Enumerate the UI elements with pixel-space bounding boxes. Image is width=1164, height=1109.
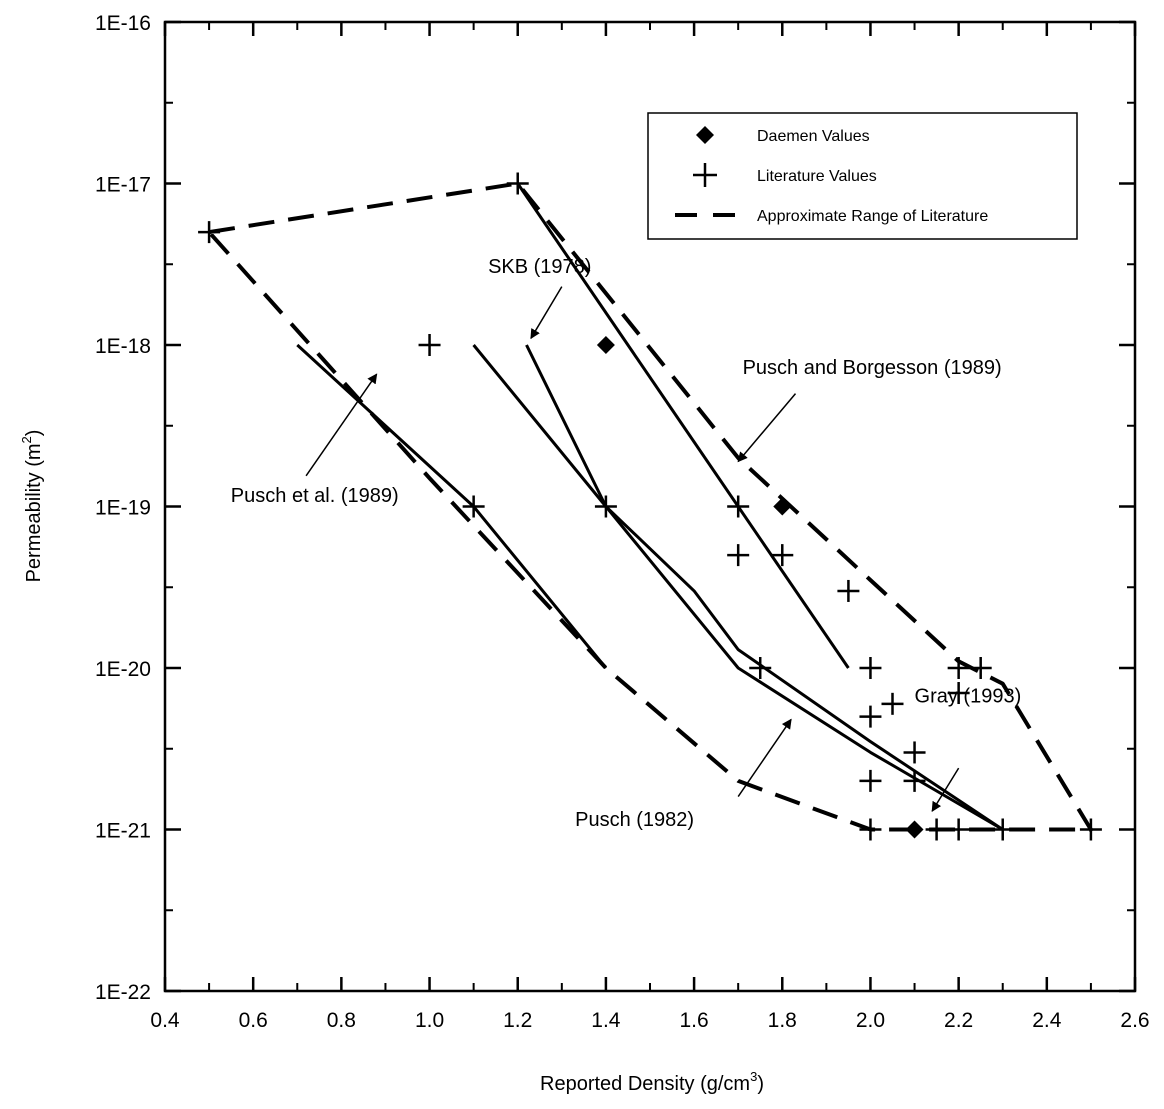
literature-point	[594, 495, 617, 518]
y-tick-label: 1E-20	[95, 658, 151, 681]
x-tick-label: 2.0	[856, 1009, 885, 1032]
literature-point	[925, 818, 948, 841]
literature-point	[881, 692, 904, 715]
legend-label: Daemen Values	[757, 128, 870, 145]
y-tick-label: 1E-17	[95, 174, 151, 197]
daemen-point	[773, 497, 792, 516]
x-tick-label: 2.6	[1120, 1009, 1149, 1032]
x-tick-label: 1.8	[768, 1009, 797, 1032]
literature-point	[418, 334, 441, 356]
daemen-point	[596, 336, 615, 354]
annotation-arrow	[737, 718, 792, 797]
annotation-label: Gray (1993)	[915, 686, 1022, 708]
annotation-label: Pusch and Borgesson (1989)	[743, 357, 1002, 379]
annotation-arrow	[305, 373, 378, 477]
x-axis-title: Reported Density (g/cm3)	[540, 1069, 764, 1095]
literature-point	[859, 657, 882, 679]
literature-point	[947, 657, 970, 679]
legend-label: Approximate Range of Literature	[757, 208, 988, 225]
literature-point	[903, 769, 926, 792]
x-tick-label: 1.4	[591, 1009, 621, 1032]
legend-label: Literature Values	[757, 168, 877, 185]
literature-point	[506, 172, 529, 195]
annotation-arrow	[530, 286, 563, 340]
literature-point	[727, 495, 750, 518]
x-tick-label: 0.4	[150, 1009, 180, 1032]
literature-curve	[516, 182, 850, 669]
literature-point	[947, 818, 970, 841]
y-axis-title: Permeability (m2)	[19, 430, 45, 583]
literature-point	[903, 741, 926, 764]
y-tick-label: 1E-21	[95, 820, 151, 843]
literature-point	[727, 544, 750, 567]
y-tick-label: 1E-19	[95, 497, 151, 520]
x-tick-label: 2.2	[944, 1009, 973, 1032]
annotation-arrow	[931, 767, 960, 812]
x-tick-label: 1.6	[679, 1009, 708, 1032]
x-tick-label: 0.8	[327, 1009, 356, 1032]
legend-marker-plus	[693, 163, 717, 187]
literature-curve	[525, 344, 1004, 831]
x-tick-label: 2.4	[1032, 1009, 1062, 1032]
x-tick-label: 0.6	[239, 1009, 268, 1032]
literature-point	[837, 579, 860, 602]
literature-point	[859, 705, 882, 728]
y-tick-label: 1E-18	[95, 335, 151, 358]
annotation-label: SKB (1978)	[488, 256, 591, 278]
annotation-label: Pusch (1982)	[575, 809, 694, 831]
daemen-point	[905, 820, 924, 839]
annotation-arrow	[737, 393, 797, 463]
literature-point	[198, 221, 221, 244]
x-tick-label: 1.2	[503, 1009, 532, 1032]
x-tick-label: 1.0	[415, 1009, 444, 1032]
literature-curve	[472, 344, 1004, 831]
literature-point	[749, 657, 772, 679]
literature-point	[969, 657, 992, 679]
literature-point	[947, 682, 970, 705]
literature-point	[859, 818, 882, 841]
y-tick-label: 1E-22	[95, 981, 151, 1004]
legend-marker-diamond	[696, 126, 714, 144]
literature-point	[1079, 818, 1102, 841]
literature-point	[462, 495, 485, 518]
literature-point	[991, 818, 1014, 841]
annotation-label: Pusch et al. (1989)	[231, 485, 399, 507]
legend-box	[647, 112, 1078, 240]
y-tick-label: 1E-16	[95, 12, 151, 35]
literature-point	[771, 544, 794, 567]
literature-point	[859, 769, 882, 792]
